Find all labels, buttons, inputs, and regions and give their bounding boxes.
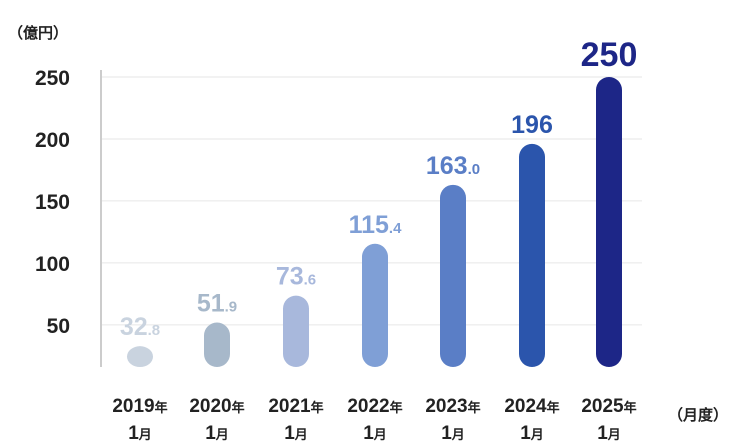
x-tick-year-2025: 2025年 <box>581 396 636 417</box>
data-label-decimal: .9 <box>225 299 238 316</box>
y-tick-label: 200 <box>35 129 70 152</box>
x-tick-year-2022: 2022年 <box>347 396 402 417</box>
y-tick-label: 50 <box>47 315 70 338</box>
x-tick-year-2023: 2023年 <box>425 396 480 417</box>
data-label-2024: 196 <box>511 111 553 139</box>
bar-layer <box>127 77 622 367</box>
bar-2023 <box>440 184 466 367</box>
y-tick-label: 100 <box>35 253 70 276</box>
y-tick-label: 150 <box>35 191 70 214</box>
axis-layer: 50 100 150 200 250 <box>35 67 102 367</box>
data-label-2023: 163.0 <box>426 152 480 180</box>
x-tick-month-2020: 1月 <box>205 423 229 444</box>
bar-2022 <box>362 243 388 367</box>
x-tick-year-2021: 2021年 <box>268 396 323 417</box>
data-label-decimal: .0 <box>468 161 481 178</box>
data-label-integer: 32 <box>120 313 148 341</box>
data-label-2022: 115.4 <box>349 211 403 239</box>
data-label-2020: 51.9 <box>197 290 237 318</box>
data-label-layer: 32.8 51.9 73.6 115.4 163.0 196 250 <box>120 36 638 341</box>
bar-2025 <box>596 77 622 367</box>
data-label-integer: 115 <box>349 211 389 239</box>
x-axis-unit-label: （月度） <box>668 406 729 424</box>
data-label-2019: 32.8 <box>120 313 160 341</box>
x-tick-month-2022: 1月 <box>363 423 387 444</box>
x-tick-year-2020: 2020年 <box>189 396 244 417</box>
y-axis-unit-label: （億円） <box>8 24 69 42</box>
data-label-decimal: .8 <box>148 322 161 339</box>
data-label-2025: 250 <box>581 36 638 74</box>
bar-2020 <box>204 322 230 367</box>
data-label-integer: 196 <box>511 111 553 139</box>
x-tick-month-2025: 1月 <box>597 423 621 444</box>
x-tick-month-2024: 1月 <box>520 423 544 444</box>
x-tick-month-2021: 1月 <box>284 423 308 444</box>
bar-2024 <box>519 143 545 367</box>
data-label-integer: 163 <box>426 152 468 180</box>
x-tick-year-2024: 2024年 <box>504 396 559 417</box>
bar-2019 <box>127 346 153 367</box>
data-label-integer: 51 <box>197 290 225 318</box>
data-label-integer: 250 <box>581 36 638 74</box>
x-tick-year-2019: 2019年 <box>112 396 167 417</box>
data-label-2021: 73.6 <box>276 263 316 291</box>
y-tick-label: 250 <box>35 67 70 90</box>
data-label-decimal: .4 <box>389 220 402 237</box>
data-label-integer: 73 <box>276 263 304 291</box>
x-tick-month-2019: 1月 <box>128 423 152 444</box>
x-tick-month-2023: 1月 <box>441 423 465 444</box>
x-tick-layer: 2019年 1月 2020年 1月 2021年 1月 2022年 1月 2023年 1月 2024年… <box>112 396 636 444</box>
data-label-decimal: .6 <box>304 272 317 289</box>
bar-2021 <box>283 295 309 367</box>
